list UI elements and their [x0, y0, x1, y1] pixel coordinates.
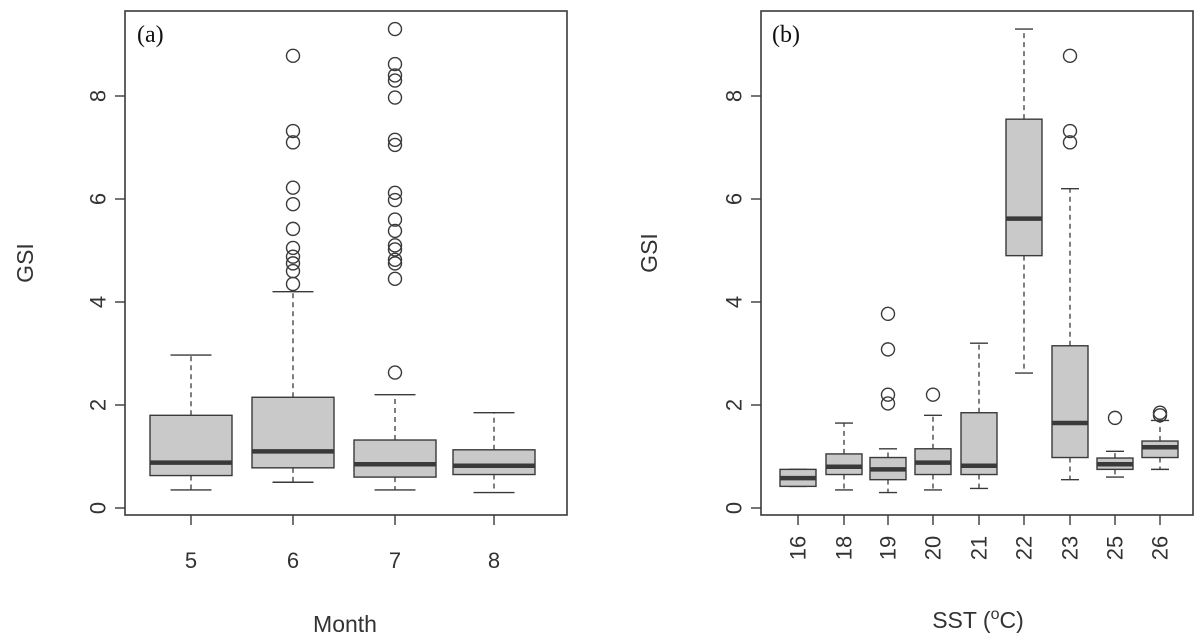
panel-b-box-16 [779, 468, 817, 488]
iqr-box [1051, 345, 1089, 459]
outlier-point [387, 365, 403, 380]
outlier-point [387, 21, 403, 37]
iqr-box [1005, 118, 1043, 257]
outlier-point [1062, 48, 1078, 64]
outlier-point [285, 135, 301, 150]
panel-b-box-25 [1096, 410, 1134, 478]
panel-a-x-tick-label: 6 [287, 548, 299, 573]
panel-a-y-tick-label: 8 [86, 90, 111, 102]
panel-a-x-title: Month [313, 611, 377, 637]
outlier-point [285, 240, 301, 256]
panel-b-x-tick-label: 21 [967, 536, 992, 560]
outlier-point [387, 185, 403, 201]
panel-a-y-title: GSI [12, 243, 38, 283]
panel-b-y-tick-label: 2 [722, 399, 747, 411]
panel-a-box-6 [251, 48, 335, 483]
panel-a-x-tick-label: 8 [488, 548, 500, 573]
panel-b-box-21 [960, 342, 998, 490]
iqr-box [452, 449, 536, 476]
outlier-point [387, 137, 403, 153]
outlier-point [285, 249, 301, 264]
outlier-point [387, 73, 403, 88]
panel-a-y-tick-label: 2 [86, 399, 111, 411]
panel-a-label: (a) [137, 22, 164, 48]
outlier-point [285, 123, 301, 139]
panel-a-x-tick-label: 5 [185, 548, 197, 573]
panel-b-box-19 [869, 306, 907, 494]
panel-b-x-tick-label: 18 [832, 536, 857, 560]
panel-a-y-tick-label: 0 [86, 502, 111, 514]
outlier-point [285, 263, 301, 279]
panel-b-x-tick-label: 20 [921, 536, 946, 560]
panel-b-box-22 [1005, 28, 1043, 374]
outlier-point [387, 132, 403, 147]
panel-b-frame [760, 10, 1194, 516]
panel-a-y-tick-label: 4 [86, 296, 111, 308]
outlier-point [387, 238, 403, 253]
iqr-box [251, 396, 335, 469]
outlier-point [387, 68, 403, 83]
outlier-point [285, 48, 301, 64]
outlier-point [880, 387, 896, 402]
iqr-box [825, 453, 863, 476]
outlier-point [387, 90, 403, 105]
panel-b-x-title: SST (oC) [932, 606, 1024, 633]
panel-b-box-20 [914, 387, 952, 491]
panel-b-x-tick-label: 22 [1012, 536, 1037, 560]
outlier-point [387, 212, 403, 227]
panel-b-y-tick-label: 0 [722, 502, 747, 514]
outlier-point [285, 256, 301, 271]
panel-a-box-7 [353, 21, 437, 491]
panel-b-y-tick-label: 6 [722, 193, 747, 205]
panel-b-box-23 [1051, 48, 1089, 481]
outlier-point [1152, 405, 1168, 420]
outlier-point [285, 196, 301, 212]
panel-b-x-axis: 16 18 19 20 21 22 23 25 26 [786, 515, 1173, 560]
outlier-point [387, 256, 403, 271]
iqr-box [149, 414, 233, 477]
outlier-point [387, 271, 403, 287]
panel-b-x-tick-label: 19 [876, 536, 901, 560]
panel-a-box-5 [149, 354, 233, 491]
panel-a-x-tick-label: 7 [389, 548, 401, 573]
panel-b-label: (b) [772, 22, 800, 48]
panel-a-x-axis: 5 6 7 8 [185, 515, 500, 573]
outlier-point [1062, 135, 1078, 150]
iqr-box [353, 439, 437, 478]
outlier-point [880, 306, 896, 322]
panel-b-x-tick-label: 23 [1058, 536, 1083, 560]
outlier-point [387, 252, 403, 267]
panel-b-y-tick-label: 8 [722, 90, 747, 102]
panel-b-y-axis: 0 2 4 6 8 [722, 90, 761, 514]
panel-b-x-tick-label: 16 [786, 536, 811, 560]
outlier-point [285, 180, 301, 195]
outlier-point [925, 387, 941, 402]
panel-a: (a) 0 2 4 6 8 5 6 7 8 Month GSI [12, 10, 568, 637]
panel-b-box-18 [825, 422, 863, 491]
outlier-point [387, 56, 403, 72]
outlier-point [285, 221, 301, 237]
panel-a-boxes [149, 21, 536, 494]
panel-b-y-tick-label: 4 [722, 296, 747, 308]
outlier-point [880, 342, 896, 357]
panel-b-y-title: GSI [636, 233, 662, 273]
outlier-point [880, 396, 896, 411]
panel-b-boxes [779, 28, 1179, 494]
outlier-point [1107, 410, 1123, 426]
outlier-point [387, 223, 403, 239]
outlier-point [1062, 123, 1078, 139]
panel-a-y-tick-label: 6 [86, 193, 111, 205]
panel-b-x-tick-label: 25 [1103, 536, 1128, 560]
panel-b-x-tick-label: 26 [1148, 536, 1173, 560]
outlier-point [285, 276, 301, 292]
panel-b-box-26 [1141, 405, 1179, 471]
outlier-point [387, 242, 403, 257]
outlier-point [387, 192, 403, 208]
panel-a-y-axis: 0 2 4 6 8 [86, 90, 125, 514]
panel-b: (b) 0 2 4 6 8 16 18 19 20 21 22 23 25 26 SST (oC) GS… [636, 10, 1194, 633]
panel-a-box-8 [452, 412, 536, 494]
panel-a-frame [124, 10, 568, 516]
